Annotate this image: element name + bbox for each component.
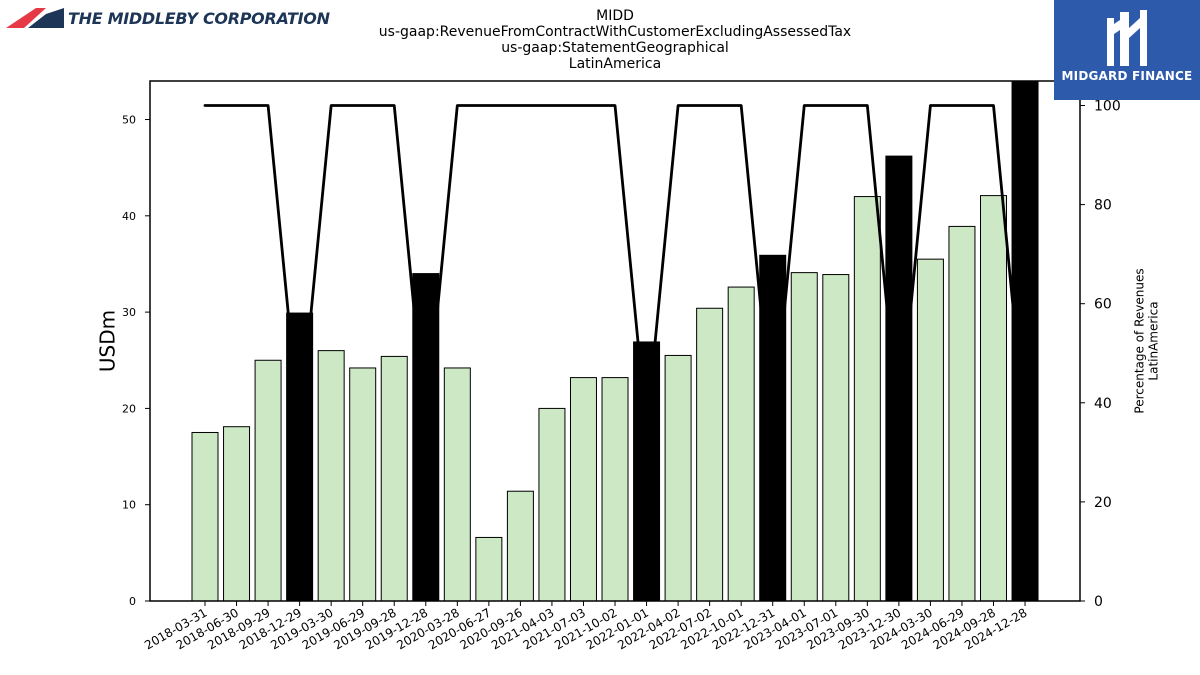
y-tick-label: 0 <box>129 595 136 608</box>
y2-axis-label-line-1: Percentage of Revenues <box>1133 268 1147 413</box>
y2-tick-label: 100 <box>1094 99 1121 115</box>
y2-tick-label: 40 <box>1094 396 1112 412</box>
bar-2024-09-28 <box>980 195 1007 602</box>
y-tick-label: 10 <box>122 499 136 512</box>
y-tick-label: 20 <box>122 402 136 415</box>
bar-2022-01-01 <box>633 341 661 602</box>
bar-2019-09-28 <box>380 355 408 602</box>
bar-2023-04-01 <box>790 272 818 602</box>
bar-2018-09-29 <box>254 359 282 602</box>
bar-2020-06-27 <box>475 536 503 602</box>
midgard-logo-text: MIDGARD FINANCE <box>1061 69 1193 83</box>
y-tick-label: 40 <box>122 210 136 223</box>
y2-axis-label-line-2: LatinAmerica <box>1147 301 1161 380</box>
chart-title-axis: us-gaap:StatementGeographical <box>501 40 729 56</box>
bar-2019-06-29 <box>349 367 377 602</box>
chart-title-concept: us-gaap:RevenueFromContractWithCustomerE… <box>378 24 852 40</box>
percentage-line <box>203 104 1027 432</box>
bar-2024-03-30 <box>916 258 944 602</box>
midgard-logo: MIDGARD FINANCE <box>1054 0 1200 100</box>
midgard-logo-mark <box>1107 10 1147 66</box>
bar-2022-04-02 <box>664 354 692 602</box>
middleby-logo: THE MIDDLEBY CORPORATION <box>6 6 330 30</box>
y2-tick-label: 80 <box>1094 198 1112 214</box>
line-layer <box>203 104 1027 432</box>
y2-tick-label: 0 <box>1094 594 1103 610</box>
y2-tick-label: 20 <box>1094 495 1112 511</box>
y-axis-label: USDm <box>96 310 120 372</box>
bar-2018-12-29 <box>286 312 314 602</box>
bar-2019-03-30 <box>317 350 345 602</box>
bar-2023-07-01 <box>822 274 850 602</box>
bar-2023-12-30 <box>885 155 913 602</box>
bar-2022-10-01 <box>727 286 755 602</box>
bar-2018-06-30 <box>223 426 251 602</box>
middleby-logo-text: THE MIDDLEBY CORPORATION <box>68 8 330 28</box>
chart-title-ticker: MIDD <box>596 8 634 24</box>
bars-layer <box>191 80 1039 602</box>
chart-title-member: LatinAmerica <box>568 56 662 72</box>
bar-2021-10-02 <box>601 377 629 602</box>
bar-2018-03-31 <box>191 431 219 602</box>
bar-2020-09-26 <box>506 490 534 602</box>
bar-2021-04-03 <box>538 407 566 602</box>
bar-2020-03-28 <box>443 367 471 602</box>
y-tick-label: 50 <box>122 114 136 127</box>
y-tick-label: 30 <box>122 306 136 319</box>
middleby-logo-mark <box>6 8 64 28</box>
bar-2022-07-02 <box>696 307 724 602</box>
bar-2024-06-29 <box>948 225 976 602</box>
bar-2023-09-30 <box>853 196 881 602</box>
y2-tick-label: 60 <box>1094 297 1112 313</box>
bar-2021-07-03 <box>569 377 597 602</box>
